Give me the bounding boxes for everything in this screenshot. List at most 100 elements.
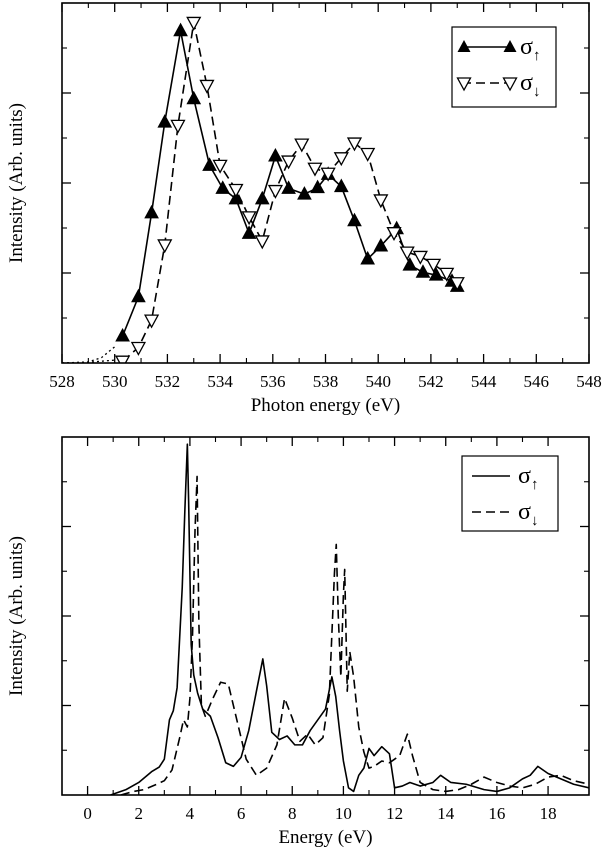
top-series-1-point (346, 137, 363, 152)
top-legend-marker-0 (503, 40, 517, 52)
top-series-0-point (310, 179, 325, 194)
bottom-xtick-label: 16 (488, 804, 505, 823)
top-series-1-point (412, 250, 428, 265)
top-series-1-point (399, 246, 415, 261)
bottom-xtick-label: 14 (437, 804, 455, 823)
bottom-y-axis-label: Intensity (Arb. units) (6, 536, 27, 696)
top-xtick-label: 538 (313, 372, 339, 391)
bottom-xtick-label: 10 (335, 804, 352, 823)
top-series-1-point (281, 155, 297, 170)
top-xtick-label: 544 (471, 372, 497, 391)
top-series-1-point (267, 184, 284, 199)
top-legend-label-sub-0: ↑ (533, 48, 541, 64)
bottom-legend: σ↑σ↓ (461, 455, 559, 532)
top-xtick-label: 534 (207, 372, 233, 391)
bottom-xtick-label: 8 (288, 804, 297, 823)
top-xtick-label: 528 (49, 372, 75, 391)
bottom-series-group (110, 443, 589, 795)
top-series-0-point (215, 180, 231, 194)
bottom-xtick-label: 2 (134, 804, 143, 823)
top-legend-box (451, 26, 557, 108)
top-legend-marker-1 (456, 77, 472, 92)
top-plot: 528 530 532 534 536 538 540 542 544 546 548 Photon … (6, 2, 602, 416)
bottom-series-1-line (120, 475, 589, 795)
top-series-0-point (157, 114, 173, 128)
bottom-xtick-label: 4 (186, 804, 195, 823)
top-series-0-point (360, 250, 375, 265)
top-series-1-point (254, 235, 270, 250)
top-series-1-point (157, 239, 173, 254)
top-series-0-point (115, 327, 130, 342)
top-x-axis-label: Photon energy (eV) (251, 395, 401, 416)
top-xtick-label: 542 (418, 372, 444, 391)
top-series-1-point (143, 314, 160, 329)
top-legend-marker-0 (457, 40, 471, 52)
bottom-legend-box (461, 455, 559, 532)
bottom-plot: 0 2 4 6 8 10 12 14 16 18 Energy (eV) Intensity (Arb… (6, 436, 590, 848)
top-series-0-point (402, 257, 418, 271)
top-series-0-point (415, 264, 431, 278)
top-series-1-point (228, 183, 244, 198)
bottom-legend-label-base-0: σ (518, 463, 531, 489)
top-series-1-point (320, 167, 336, 182)
top-xtick-label: 548 (576, 372, 602, 391)
top-legend: σ↑σ↓ (451, 26, 557, 108)
bottom-series-0-line (110, 443, 589, 795)
top-xtick-label: 532 (155, 372, 181, 391)
top-series-0-point (254, 190, 270, 205)
top-xtick-label: 536 (260, 372, 286, 391)
top-series-1-point (425, 258, 442, 273)
top-series-1-point (449, 277, 465, 292)
top-series-1-point (333, 152, 349, 167)
bottom-legend-label-0: σ↑ (518, 463, 538, 493)
top-series-0-point (428, 267, 444, 281)
top-legend-label-base-0: σ (520, 34, 533, 60)
bottom-x-axis-label: Energy (eV) (278, 827, 372, 848)
top-series-1-point (199, 79, 215, 94)
bottom-xtick-label: 18 (540, 804, 557, 823)
top-series-1-point (373, 194, 389, 209)
top-series-0-point (202, 157, 217, 171)
top-xtick-label: 530 (102, 372, 128, 391)
top-legend-label-base-1: σ (520, 70, 533, 96)
bottom-legend-label-sub-1: ↓ (531, 513, 539, 529)
top-series-1-point (170, 119, 186, 134)
top-xtick-label: 546 (524, 372, 550, 391)
top-series-0-point (281, 180, 296, 194)
top-series-1-point (307, 162, 323, 177)
bottom-legend-label-1: σ↓ (518, 499, 538, 529)
top-series-0-point (268, 147, 283, 162)
top-xtick-label: 540 (365, 372, 391, 391)
top-series-1-point (294, 138, 310, 153)
top-series-0-point (173, 22, 188, 37)
top-legend-marker-1 (502, 77, 518, 92)
top-series-0-point (347, 212, 362, 227)
top-series-group (62, 16, 465, 363)
top-series-1-point (212, 159, 228, 174)
top-series-0-point (144, 204, 159, 219)
bottom-xtick-label: 0 (83, 804, 92, 823)
top-series-1-point (130, 341, 147, 356)
bottom-xtick-label: 12 (386, 804, 403, 823)
top-series-0-point (297, 186, 312, 200)
top-series-1-point (439, 267, 455, 282)
top-series-0-point (333, 178, 349, 193)
top-series-1-tail (62, 359, 115, 363)
top-series-1-point (360, 147, 376, 162)
top-legend-label-0: σ↑ (520, 34, 540, 64)
bottom-legend-label-base-1: σ (518, 499, 531, 525)
top-legend-label-1: σ↓ (520, 70, 540, 100)
top-legend-label-sub-1: ↓ (533, 84, 541, 100)
top-series-1-line (122, 21, 458, 362)
top-series-0-point (241, 225, 257, 239)
bottom-plot-frame (61, 436, 590, 796)
top-series-1-point (186, 16, 202, 31)
top-plot-frame (61, 2, 590, 364)
bottom-legend-label-sub-0: ↑ (531, 477, 539, 493)
top-series-0-point (186, 90, 202, 105)
top-series-1-point (241, 211, 257, 226)
top-y-axis-label: Intensity (Arb. units) (6, 103, 27, 263)
top-series-1-point (386, 227, 402, 242)
bottom-xtick-label: 6 (237, 804, 246, 823)
